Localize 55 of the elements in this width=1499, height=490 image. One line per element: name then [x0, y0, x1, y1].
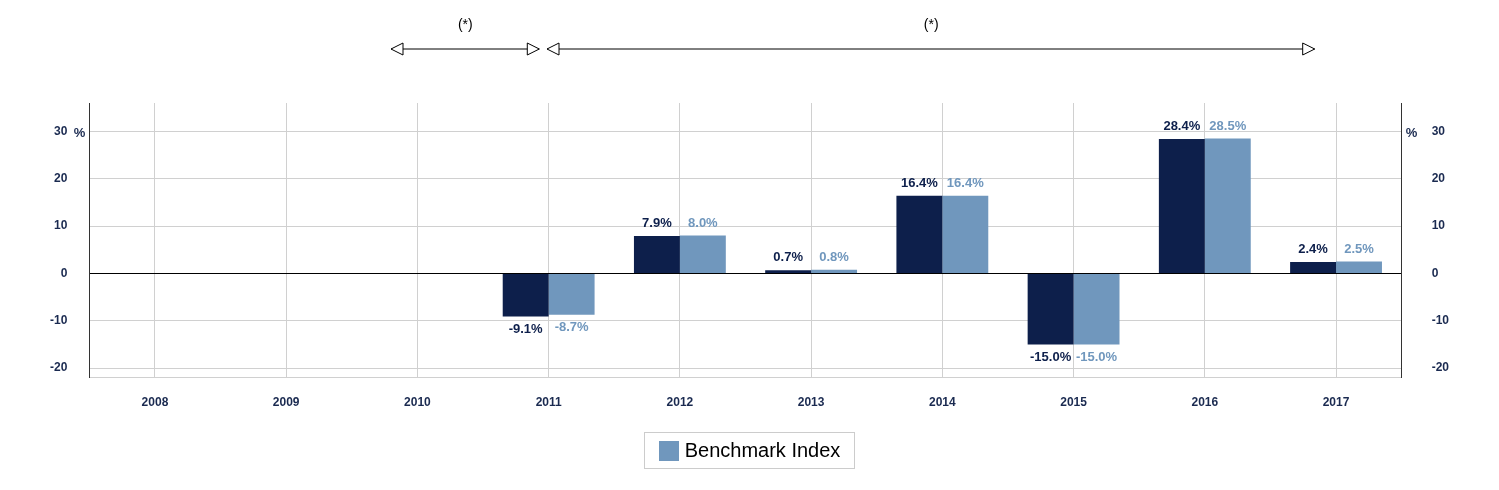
bar — [1336, 261, 1382, 273]
data-label: 2.4% — [1298, 241, 1329, 257]
bar — [942, 195, 989, 273]
x-tick-label: 2014 — [929, 395, 957, 410]
legend-label: Benchmark Index — [684, 439, 841, 462]
y2-tick-label: 0 — [1431, 265, 1439, 280]
bar — [1027, 273, 1074, 345]
bar — [1073, 273, 1120, 345]
data-label: -9.1% — [508, 320, 544, 336]
data-label: 28.5% — [1209, 117, 1247, 133]
data-label: -15.0% — [1030, 348, 1072, 364]
bar — [896, 195, 943, 273]
bar — [811, 269, 858, 273]
y2-tick-label: 10 — [1431, 218, 1446, 233]
x-tick-label: 2013 — [797, 395, 825, 410]
y-tick-label: -10 — [50, 313, 68, 328]
x-tick-label: 2010 — [404, 395, 432, 410]
bar — [633, 236, 680, 273]
data-label: 8.0% — [688, 214, 719, 230]
y-tick-label: 30 — [53, 123, 68, 138]
bar — [502, 273, 549, 317]
y2-axis-title: % — [1405, 124, 1418, 140]
x-tick-label: 2016 — [1191, 395, 1219, 410]
data-label: -8.7% — [554, 318, 590, 334]
y-tick-label: 10 — [53, 218, 68, 233]
bar — [1290, 262, 1337, 273]
y-tick-label: -20 — [50, 360, 68, 375]
x-tick-label: 2017 — [1322, 395, 1350, 410]
data-label: -15.0% — [1075, 348, 1118, 364]
y-axis-title: % — [73, 124, 86, 140]
y-tick-label: 0 — [60, 265, 68, 280]
data-label: 7.9% — [642, 215, 673, 231]
y-tick-label: 20 — [53, 171, 68, 186]
y2-tick-label: 30 — [1431, 123, 1446, 138]
bar — [1204, 138, 1251, 273]
y2-tick-label: 20 — [1431, 171, 1446, 186]
x-tick-label: 2012 — [666, 395, 694, 410]
data-label: 0.8% — [819, 248, 850, 264]
data-label: 28.4% — [1163, 118, 1201, 134]
x-tick-label: 2015 — [1060, 395, 1088, 410]
bar — [765, 270, 812, 273]
bar — [679, 235, 726, 273]
y2-tick-label: -10 — [1431, 313, 1450, 328]
data-label: 16.4% — [900, 174, 939, 190]
data-label: 16.4% — [946, 174, 985, 190]
data-label: 0.7% — [773, 249, 804, 265]
x-tick-label: 2011 — [535, 395, 562, 410]
text: (*) — [922, 16, 940, 32]
x-tick-label: 2009 — [272, 395, 300, 410]
bar — [1158, 138, 1205, 273]
x-tick-label: 2008 — [141, 395, 169, 410]
bar — [548, 273, 595, 315]
data-label: 2.5% — [1344, 240, 1375, 256]
y2-tick-label: -20 — [1431, 360, 1450, 375]
text: (*) — [456, 16, 474, 32]
